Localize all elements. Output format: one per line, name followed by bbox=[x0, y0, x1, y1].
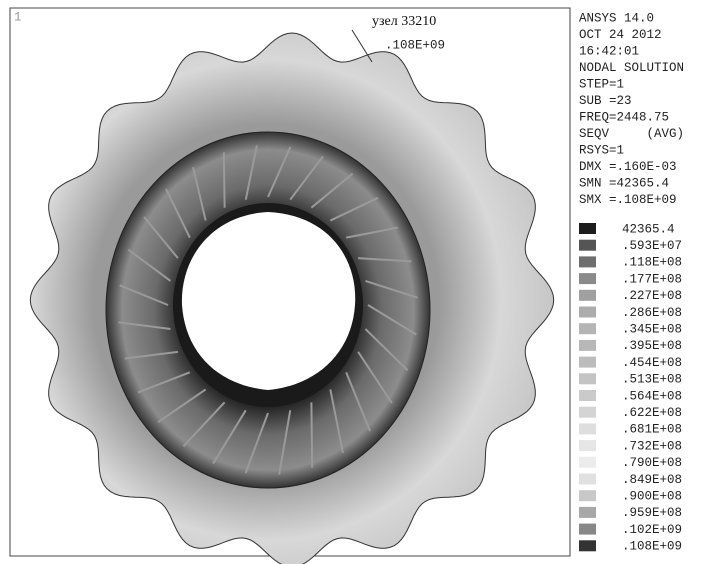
legend-label: .849E+08 bbox=[622, 473, 682, 487]
legend-label: .900E+08 bbox=[622, 489, 682, 503]
legend-swatch bbox=[579, 307, 596, 318]
legend-label: .395E+08 bbox=[622, 339, 682, 353]
viewport-number: 1 bbox=[14, 10, 22, 24]
legend-label: .118E+08 bbox=[622, 256, 682, 270]
legend-swatch bbox=[579, 390, 596, 401]
legend-label: .177E+08 bbox=[622, 272, 682, 286]
info-line: OCT 24 2012 bbox=[579, 28, 662, 42]
legend-swatch bbox=[579, 407, 596, 418]
legend-swatch bbox=[579, 507, 596, 518]
legend-swatch bbox=[579, 223, 596, 234]
legend-label: .227E+08 bbox=[622, 289, 682, 303]
legend-swatch bbox=[579, 373, 596, 384]
legend-label: .732E+08 bbox=[622, 439, 682, 453]
legend-label: .345E+08 bbox=[622, 322, 682, 336]
legend-label: .108E+09 bbox=[622, 540, 682, 554]
legend-label: .790E+08 bbox=[622, 456, 682, 470]
info-line: ANSYS 14.0 bbox=[579, 11, 654, 25]
screenshot: 1 узел 33210 .108E+09 ANSYS 14.0 OCT 24 2… bbox=[0, 0, 701, 564]
legend-swatch bbox=[579, 457, 596, 468]
legend-label: .959E+08 bbox=[622, 506, 682, 520]
legend-label: .286E+08 bbox=[622, 306, 682, 320]
legend-label: .622E+08 bbox=[622, 406, 682, 420]
legend-swatch bbox=[579, 273, 596, 284]
legend-label: .454E+08 bbox=[622, 356, 682, 370]
node-annotation: узел 33210 bbox=[372, 14, 436, 29]
legend-swatch bbox=[579, 423, 596, 434]
blade bbox=[311, 402, 312, 467]
legend-label: 42365.4 bbox=[622, 222, 675, 236]
legend-swatch bbox=[579, 540, 596, 551]
legend-swatch bbox=[579, 474, 596, 485]
info-panel: ANSYS 14.0 OCT 24 2012 16:42:01 NODAL SOLUT… bbox=[579, 11, 684, 207]
legend-label: .681E+08 bbox=[622, 423, 682, 437]
info-line: SMN =42365.4 bbox=[579, 176, 669, 190]
legend-label: .593E+07 bbox=[622, 239, 682, 253]
legend-swatch bbox=[579, 240, 596, 251]
legend-swatch bbox=[579, 256, 596, 267]
legend-swatch bbox=[579, 440, 596, 451]
legend-label: .102E+09 bbox=[622, 523, 682, 537]
info-line: SMX =.108E+09 bbox=[579, 193, 677, 207]
legend: 42365.4 .593E+07 .118E+08 .177E+08 .227E+08.… bbox=[579, 222, 682, 553]
info-line: FREQ=2448.75 bbox=[579, 110, 669, 124]
legend-swatch bbox=[579, 290, 596, 301]
model bbox=[30, 33, 553, 564]
info-line: RSYS=1 bbox=[579, 143, 624, 157]
info-line: 16:42:01 bbox=[579, 44, 639, 58]
legend-swatch bbox=[579, 323, 596, 334]
legend-swatch bbox=[579, 524, 596, 535]
legend-label: .564E+08 bbox=[622, 389, 682, 403]
blade bbox=[224, 152, 225, 207]
info-line: STEP=1 bbox=[579, 77, 624, 91]
legend-swatch bbox=[579, 357, 596, 368]
legend-swatch bbox=[579, 490, 596, 501]
legend-label: .513E+08 bbox=[622, 373, 682, 387]
info-line: SEQV (AVG) bbox=[579, 127, 684, 141]
info-line: NODAL SOLUTION bbox=[579, 61, 684, 75]
info-line: DMX =.160E-03 bbox=[579, 160, 677, 174]
node-value: .108E+09 bbox=[385, 38, 445, 52]
legend-swatch bbox=[579, 340, 596, 351]
info-line: SUB =23 bbox=[579, 94, 632, 108]
